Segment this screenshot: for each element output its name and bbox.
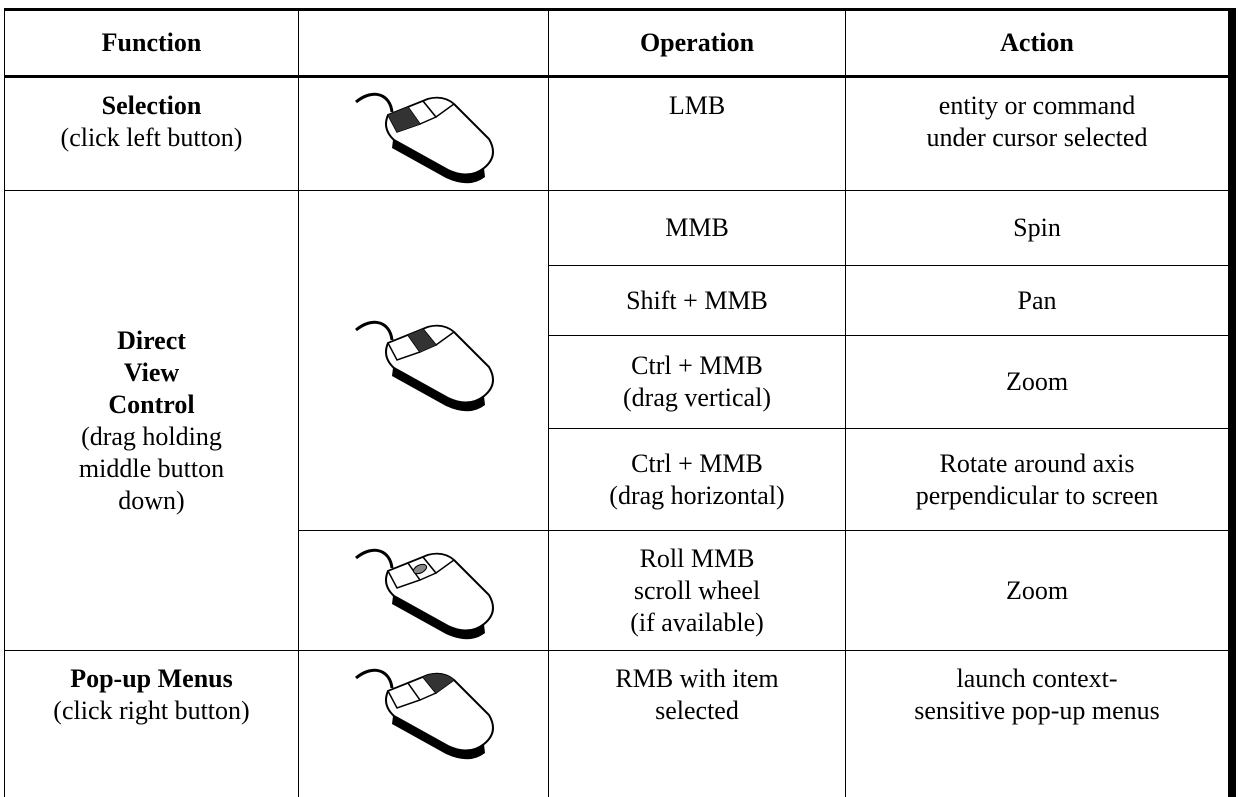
action-text: Pan (1017, 285, 1057, 315)
header-cell (298, 8, 549, 78)
operation-text: Shift + MMB (626, 285, 768, 315)
function-title: Direct View Control (108, 325, 195, 419)
operation-text: Ctrl + MMB (drag vertical) (623, 351, 771, 412)
header-text: Action (1000, 28, 1074, 57)
action-cell: Pan (845, 265, 1229, 336)
function-cell: Direct View Control (drag holding middle … (4, 190, 299, 651)
operation-cell: Shift + MMB (548, 265, 846, 336)
operation-text: LMB (668, 91, 726, 120)
mouse-middle-button (354, 320, 495, 412)
header-cell: Function (4, 8, 299, 78)
action-cell: Zoom (845, 335, 1229, 429)
image-cell (298, 530, 549, 651)
action-text: launch context- sensitive pop-up menus (914, 664, 1160, 725)
action-cell: Zoom (845, 530, 1229, 651)
function-note: (click left button) (60, 123, 243, 152)
header-cell: Action (845, 8, 1229, 78)
operation-cell: Ctrl + MMB (drag vertical) (548, 335, 846, 429)
mouse-left-button (354, 92, 495, 184)
operation-cell: LMB (548, 77, 846, 191)
function-cell: Selection (click left button) (4, 77, 299, 191)
border (4, 8, 1228, 11)
action-cell: Rotate around axis perpendicular to scre… (845, 428, 1229, 531)
mouse-right-button (354, 668, 495, 760)
border (4, 75, 1228, 78)
header-cell: Operation (548, 8, 846, 78)
operation-cell: Roll MMB scroll wheel (if available) (548, 530, 846, 651)
image-cell (298, 190, 549, 531)
image-cell (298, 77, 549, 191)
operation-text: MMB (665, 213, 729, 242)
function-cell: Pop-up Menus (click right button) (4, 650, 299, 797)
action-cell: entity or command under cursor selected (845, 77, 1229, 191)
action-text: Rotate around axis perpendicular to scre… (915, 448, 1159, 510)
action-text: Zoom (1005, 575, 1069, 605)
action-cell: launch context- sensitive pop-up menus (845, 650, 1229, 797)
action-text: Zoom (1005, 367, 1069, 396)
operation-cell: RMB with item selected (548, 650, 846, 797)
shadow (1228, 8, 1236, 797)
action-cell: Spin (845, 190, 1229, 266)
function-note: (click right button) (53, 696, 250, 725)
operation-text: Ctrl + MMB (drag horizontal) (609, 448, 785, 510)
header-text: Function (101, 28, 202, 57)
header-text: Operation (639, 28, 755, 57)
operation-cell: MMB (548, 190, 846, 266)
function-title: Pop-up Menus (70, 664, 233, 693)
action-text: Spin (1013, 213, 1061, 242)
function-note: (drag holding middle button down) (78, 421, 225, 515)
operation-text: RMB with item selected (615, 664, 779, 725)
mouse-scroll-wheel (354, 548, 495, 640)
operation-cell: Ctrl + MMB (drag horizontal) (548, 428, 846, 531)
function-title: Selection (101, 91, 202, 120)
action-text: entity or command under cursor selected (926, 91, 1148, 152)
operation-text: Roll MMB scroll wheel (if available) (630, 543, 764, 637)
image-cell (298, 650, 549, 797)
